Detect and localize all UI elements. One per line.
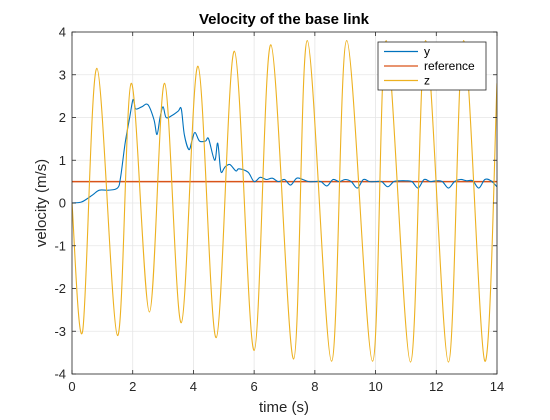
y-tick-label: 0 (59, 196, 66, 211)
chart-title: Velocity of the base link (199, 11, 370, 28)
y-tick-label: 2 (59, 110, 66, 125)
y-tick-label: 3 (59, 67, 66, 82)
x-tick-label: 10 (368, 379, 382, 394)
y-tick-label: -3 (54, 324, 66, 339)
y-tick-label: -1 (54, 238, 66, 253)
x-tick-label: 8 (311, 379, 318, 394)
legend-label-z: z (424, 74, 430, 88)
x-tick-label: 2 (129, 379, 136, 394)
x-tick-label: 0 (68, 379, 75, 394)
x-tick-label: 4 (190, 379, 197, 394)
x-tick-label: 14 (490, 379, 504, 394)
y-tick-label: -4 (54, 367, 66, 382)
x-tick-label: 6 (251, 379, 258, 394)
y-tick-label: 1 (59, 153, 66, 168)
y-tick-label: 4 (59, 25, 66, 40)
y-axis-title: velocity (m/s) (33, 159, 50, 247)
y-tick-label: -2 (54, 281, 66, 296)
legend-label-y: y (424, 45, 430, 59)
legend-label-reference: reference (424, 59, 475, 73)
series-line-y (72, 98, 497, 204)
x-axis-title: time (s) (259, 399, 309, 416)
x-tick-label: 12 (429, 379, 443, 394)
